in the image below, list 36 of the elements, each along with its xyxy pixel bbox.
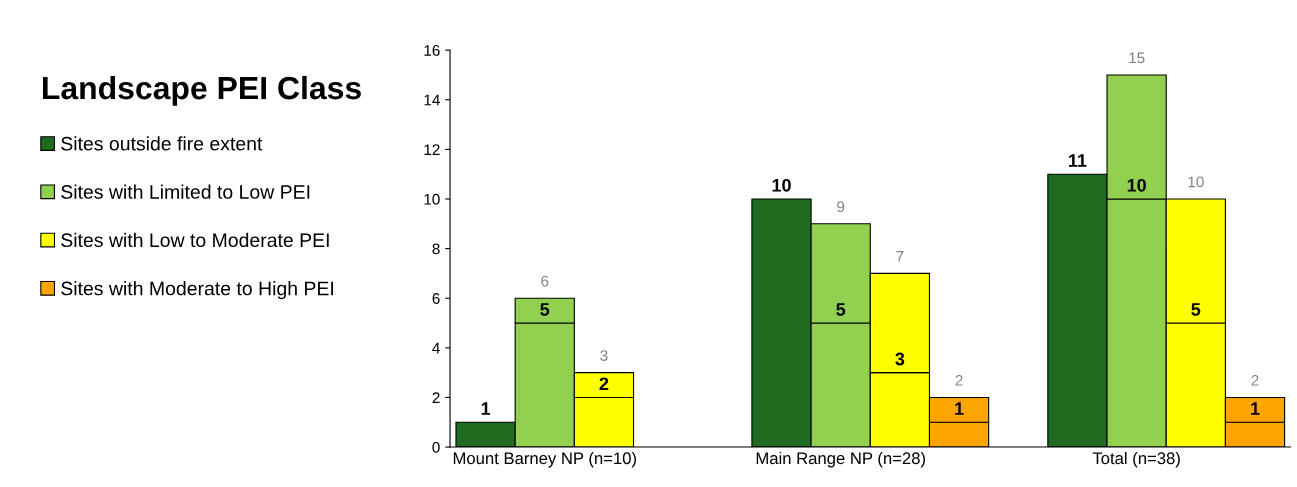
y-tick-label: 0 [432, 441, 440, 453]
total-label: 3 [600, 350, 608, 361]
data-label: 3 [895, 352, 905, 366]
x-tick-label: Main Range NP (n=28) [756, 451, 925, 468]
y-tick-label: 14 [424, 94, 440, 106]
data-label: 2 [599, 377, 609, 390]
data-label: 1 [1251, 402, 1260, 415]
data-label: 5 [540, 303, 550, 316]
legend-title: Landscape PEI Class [42, 75, 361, 106]
legend-label: Sites with Moderate to High PEI [61, 281, 334, 300]
legend-label: Sites outside fire extent [61, 136, 263, 151]
y-tick-label: 6 [432, 293, 440, 304]
total-label: 10 [1188, 176, 1204, 188]
total-label: 15 [1129, 52, 1145, 64]
legend-label: Sites with Limited to Low PEI [61, 184, 310, 199]
x-tick-label: Total (n=38) [1092, 451, 1180, 468]
y-tick-label: 8 [432, 243, 440, 255]
y-tick-label: 2 [432, 392, 440, 403]
legend-label: Sites with Low to Moderate PEI [61, 232, 329, 248]
data-label: 1 [955, 402, 964, 415]
data-label: 10 [772, 178, 791, 192]
y-tick-label: 4 [432, 342, 440, 354]
y-tick-label: 12 [424, 144, 440, 155]
data-label: 5 [1191, 303, 1201, 316]
data-label: 5 [836, 303, 846, 316]
data-label: 1 [481, 402, 491, 415]
total-label: 2 [1251, 374, 1259, 386]
data-label: 11 [1069, 154, 1087, 167]
data-label: 10 [1127, 178, 1146, 192]
x-tick-label: Mount Barney NP (n=10) [453, 451, 636, 468]
total-label: 9 [837, 201, 845, 213]
y-tick-label: 10 [424, 193, 440, 205]
total-label: 6 [541, 275, 549, 287]
y-tick-label: 16 [424, 45, 440, 56]
total-label: 7 [896, 251, 904, 262]
total-label: 2 [955, 374, 963, 386]
